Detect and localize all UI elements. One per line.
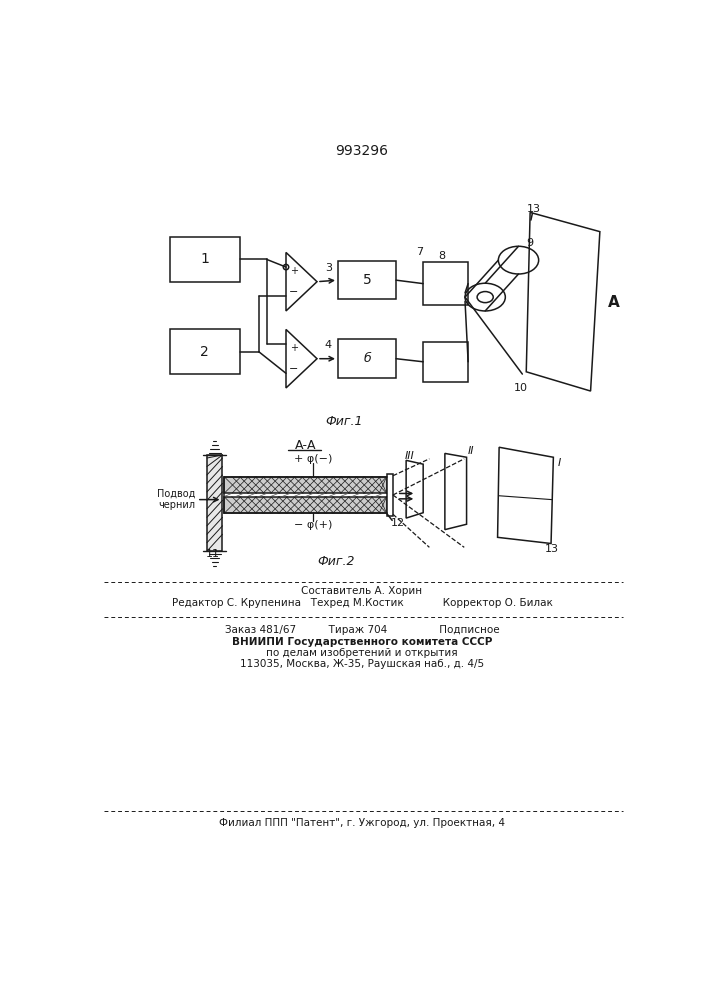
Text: 12: 12: [391, 518, 405, 528]
Text: по делам изобретений и открытия: по делам изобретений и открытия: [266, 648, 457, 658]
Text: Составитель А. Хорин: Составитель А. Хорин: [301, 586, 423, 596]
Bar: [170, 329, 240, 374]
Text: −: −: [289, 364, 298, 374]
Bar: [338, 261, 396, 299]
Text: Редактор С. Крупенина   Техред М.Костик            Корректор О. Билак: Редактор С. Крупенина Техред М.Костик Ко…: [172, 598, 552, 608]
Text: А: А: [608, 295, 620, 310]
Text: Заказ 481/67          Тираж 704                Подписное: Заказ 481/67 Тираж 704 Подписное: [225, 625, 499, 635]
Text: 3: 3: [325, 263, 332, 273]
Bar: [224, 477, 387, 493]
Text: 10: 10: [514, 383, 528, 393]
Text: 4: 4: [325, 340, 332, 350]
Text: 993296: 993296: [335, 144, 388, 158]
Text: 11: 11: [205, 549, 219, 559]
Text: 13: 13: [545, 544, 559, 554]
Bar: [387, 474, 393, 516]
Text: 1: 1: [200, 252, 209, 266]
Text: Фиг.1: Фиг.1: [325, 415, 363, 428]
Text: Филиал ППП "Патент", г. Ужгород, ул. Проектная, 4: Филиал ППП "Патент", г. Ужгород, ул. Про…: [219, 818, 505, 828]
Text: I: I: [557, 458, 561, 468]
Text: 7: 7: [416, 247, 423, 257]
Text: А-А: А-А: [295, 439, 316, 452]
Bar: [224, 497, 387, 513]
Text: Подвод
чернил: Подвод чернил: [157, 489, 195, 510]
Text: ВНИИПИ Государственного комитета СССР: ВНИИПИ Государственного комитета СССР: [232, 637, 492, 647]
Text: − φ(+): − φ(+): [294, 520, 332, 530]
Text: 2: 2: [200, 345, 209, 359]
Bar: [170, 237, 240, 282]
Text: 5: 5: [363, 273, 371, 287]
Text: 113035, Москва, Ж-35, Раушская наб., д. 4/5: 113035, Москва, Ж-35, Раушская наб., д. …: [240, 659, 484, 669]
Text: + φ(−): + φ(−): [294, 454, 332, 464]
Text: III: III: [405, 451, 415, 461]
Text: 13: 13: [527, 204, 541, 214]
Text: −: −: [289, 287, 298, 297]
Text: II: II: [468, 446, 474, 456]
Text: б: б: [363, 352, 371, 365]
Text: 8: 8: [438, 251, 445, 261]
Text: +: +: [290, 343, 298, 353]
Text: Фиг.2: Фиг.2: [317, 555, 355, 568]
Bar: [338, 339, 396, 378]
Text: +: +: [290, 266, 298, 276]
Bar: [423, 262, 468, 305]
Bar: [423, 342, 468, 382]
Text: 9: 9: [526, 238, 533, 248]
Bar: [207, 455, 223, 551]
